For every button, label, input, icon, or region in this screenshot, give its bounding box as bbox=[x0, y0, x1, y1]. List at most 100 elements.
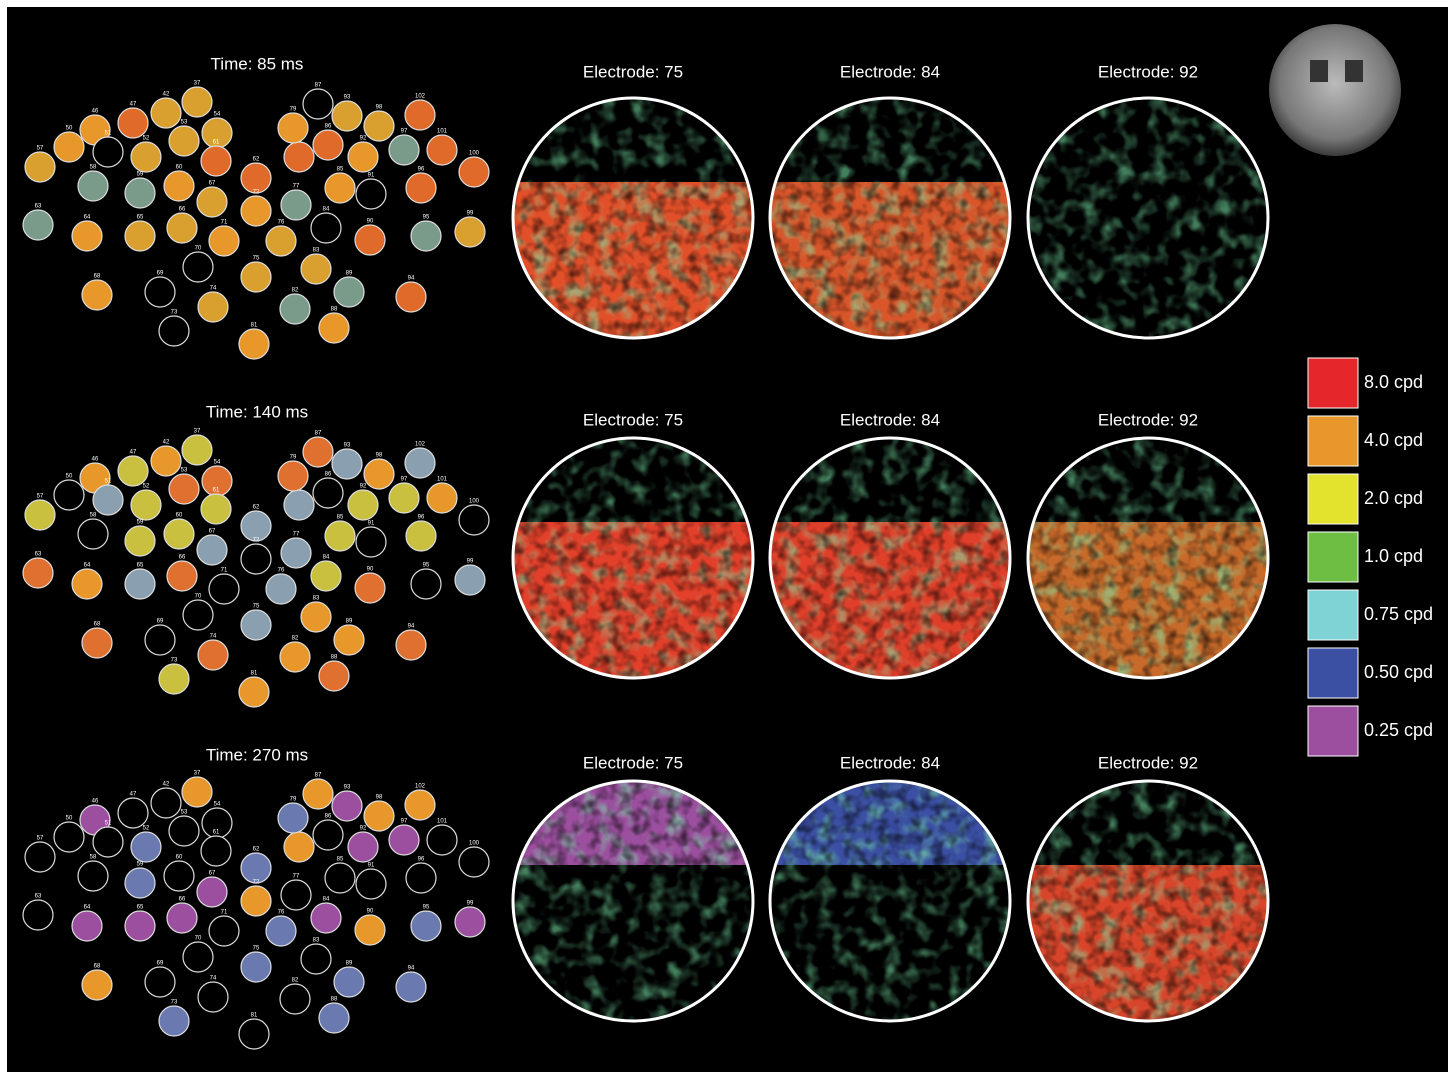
electrode-map bbox=[395, 971, 427, 1003]
electrode-map bbox=[81, 627, 113, 659]
electrode-number: 88 bbox=[331, 655, 338, 661]
electrode-map bbox=[354, 914, 386, 946]
electrode-number: 63 bbox=[35, 552, 42, 558]
electrode-title: Electrode: 92 bbox=[1098, 753, 1198, 772]
electrode-number: 69 bbox=[157, 619, 164, 625]
electrode-map bbox=[283, 489, 315, 521]
electrode-map bbox=[168, 815, 200, 847]
electrode-number: 94 bbox=[408, 624, 415, 630]
electrode-number: 52 bbox=[143, 484, 150, 490]
map-outline bbox=[511, 436, 755, 680]
electrode-number: 66 bbox=[179, 897, 186, 903]
electrode-map bbox=[277, 112, 309, 144]
electrode-number: 53 bbox=[181, 468, 188, 474]
electrode-map bbox=[92, 136, 124, 168]
electrode-number: 75 bbox=[253, 604, 260, 610]
electrode-title: Electrode: 84 bbox=[840, 62, 940, 81]
legend-label: 4.0 cpd bbox=[1364, 430, 1423, 450]
electrode-number: 51 bbox=[105, 821, 112, 827]
electrode-map bbox=[240, 261, 272, 293]
electrode-map bbox=[158, 1005, 190, 1037]
electrode-map bbox=[404, 99, 436, 131]
electrode-number: 85 bbox=[337, 515, 344, 521]
electrode-number: 72 bbox=[253, 538, 260, 544]
electrode-number: 37 bbox=[194, 429, 201, 435]
electrode-number: 42 bbox=[163, 92, 170, 98]
electrode-map bbox=[24, 151, 56, 183]
time-label: Time: 270 ms bbox=[206, 745, 308, 764]
electrode-number: 62 bbox=[253, 505, 260, 511]
electrode-number: 70 bbox=[195, 246, 202, 252]
electrode-number: 47 bbox=[130, 102, 137, 108]
electrode-map bbox=[355, 868, 387, 900]
electrode-number: 101 bbox=[437, 819, 448, 825]
electrode-number: 65 bbox=[137, 215, 144, 221]
electrode-map bbox=[333, 966, 365, 998]
electrode-map bbox=[318, 1002, 350, 1034]
electrode-number: 76 bbox=[278, 568, 285, 574]
electrode-map bbox=[405, 172, 437, 204]
electrode-map bbox=[404, 789, 436, 821]
electrode-number: 60 bbox=[176, 855, 183, 861]
electrode-number: 67 bbox=[209, 181, 216, 187]
electrode-map bbox=[197, 639, 229, 671]
electrode-number: 99 bbox=[467, 559, 474, 565]
electrode-number: 66 bbox=[179, 555, 186, 561]
electrode-number: 52 bbox=[143, 136, 150, 142]
electrode-map bbox=[77, 860, 109, 892]
electrode-map bbox=[324, 862, 356, 894]
electrode-number: 63 bbox=[35, 894, 42, 900]
electrode-map bbox=[388, 482, 420, 514]
spatial-frequency-map bbox=[1028, 98, 1268, 338]
electrode-map bbox=[208, 225, 240, 257]
electrode-map bbox=[130, 489, 162, 521]
electrode-number: 77 bbox=[293, 184, 300, 190]
electrode-map bbox=[302, 88, 334, 120]
map-texture bbox=[1028, 98, 1268, 338]
electrode-number: 90 bbox=[367, 219, 374, 225]
electrode-map bbox=[310, 560, 342, 592]
electrode-map bbox=[240, 543, 272, 575]
electrode-map bbox=[181, 434, 213, 466]
electrode-number: 71 bbox=[221, 220, 228, 226]
time-label: Time: 85 ms bbox=[211, 54, 304, 73]
electrode-map bbox=[354, 224, 386, 256]
electrode-map bbox=[324, 520, 356, 552]
electrode-map bbox=[181, 86, 213, 118]
electrode-number: 89 bbox=[346, 619, 353, 625]
map-texture bbox=[770, 781, 1010, 1021]
electrode-number: 65 bbox=[137, 563, 144, 569]
map-texture bbox=[513, 98, 753, 338]
map-outline bbox=[768, 96, 1012, 340]
electrode-number: 84 bbox=[323, 207, 330, 213]
electrode-map bbox=[144, 966, 176, 998]
electrode-number: 99 bbox=[467, 901, 474, 907]
electrode-number: 97 bbox=[401, 819, 408, 825]
electrode-map bbox=[333, 276, 365, 308]
electrode-map bbox=[196, 876, 228, 908]
electrode-map bbox=[22, 899, 54, 931]
electrode-number: 65 bbox=[137, 905, 144, 911]
electrode-number: 57 bbox=[37, 494, 44, 500]
legend-label: 0.50 cpd bbox=[1364, 662, 1433, 682]
electrode-map bbox=[265, 225, 297, 257]
electrode-number: 82 bbox=[292, 636, 299, 642]
electrode-number: 46 bbox=[92, 457, 99, 463]
electrode-number: 93 bbox=[344, 443, 351, 449]
electrode-number: 100 bbox=[469, 841, 480, 847]
electrode-number: 77 bbox=[293, 874, 300, 880]
electrode-number: 102 bbox=[415, 442, 426, 448]
electrode-map bbox=[280, 189, 312, 221]
electrode-title: Electrode: 92 bbox=[1098, 62, 1198, 81]
electrode-map bbox=[388, 824, 420, 856]
electrode-number: 93 bbox=[344, 95, 351, 101]
electrode-number: 57 bbox=[37, 836, 44, 842]
electrode-map bbox=[53, 131, 85, 163]
electrode-map bbox=[208, 915, 240, 947]
electrode-map bbox=[454, 906, 486, 938]
electrode-number: 46 bbox=[92, 109, 99, 115]
electrode-map bbox=[24, 499, 56, 531]
electrode-number: 79 bbox=[290, 107, 297, 113]
electrode-map bbox=[182, 941, 214, 973]
electrode-map bbox=[238, 328, 270, 360]
